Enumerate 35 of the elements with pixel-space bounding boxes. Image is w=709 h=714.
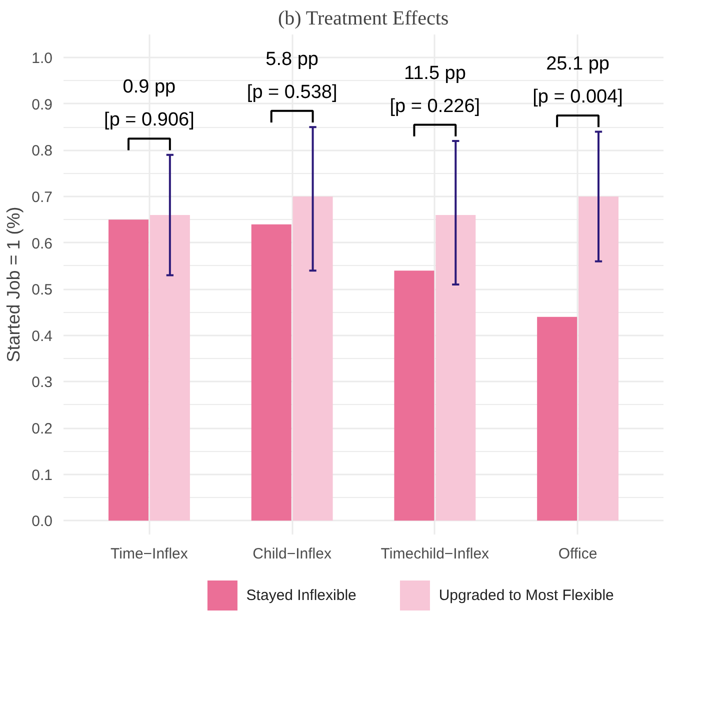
bar [436,215,476,521]
x-tick-label: Timechild−Inflex [380,546,490,562]
legend-label: Stayed Inflexible [246,587,356,604]
annotation: 25.1 pp [546,54,610,75]
y-tick-label: 0.7 [32,189,53,206]
y-axis-title: Started Job = 1 (%) [4,206,24,362]
y-tick-label: 0.8 [32,142,53,160]
annotation: 11.5 pp [404,62,466,84]
bar [394,270,434,521]
annotation: [p = 0.004] [532,86,623,108]
x-tick-label: Office [558,546,598,562]
bar [251,224,292,521]
chart-title: (b) Treatment Effects [278,8,449,30]
annotation: [p = 0.538] [246,82,338,103]
bar [578,196,618,521]
annotation: 5.8 pp [266,48,318,70]
y-tick-label: 0.2 [32,420,53,438]
y-tick-label: 0.4 [32,328,53,345]
annotation: 0.9 pp [122,76,176,98]
bar [150,215,190,521]
annotation: [p = 0.906] [104,110,194,131]
y-tick-label: 0.6 [32,235,53,252]
y-tick-label: 0.0 [32,513,53,530]
x-tick-label: Child−Inflex [252,546,332,562]
y-tick-label: 0.1 [32,466,53,484]
legend-label: Upgraded to Most Flexible [438,587,614,604]
y-tick-label: 1.0 [32,50,53,68]
y-tick-label: 0.3 [32,374,53,392]
annotation: [p = 0.226] [390,96,480,117]
x-tick-label: Time−Inflex [110,546,188,562]
bar [292,196,333,521]
y-tick-label: 0.9 [32,96,53,114]
bar [537,316,578,521]
bar [108,220,148,521]
y-tick-label: 0.5 [32,282,53,299]
